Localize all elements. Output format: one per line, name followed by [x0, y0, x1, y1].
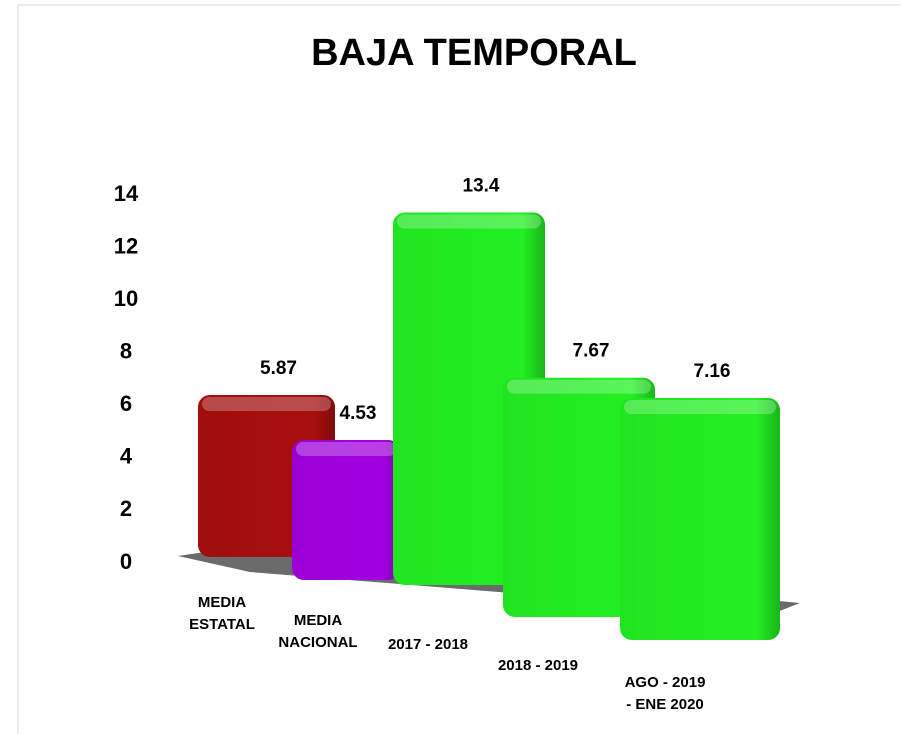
y-tick-label: 0: [120, 549, 132, 574]
bar-shade: [503, 377, 655, 617]
bar-top: [507, 379, 651, 394]
frame: [17, 4, 901, 734]
y-tick-label: 4: [120, 444, 133, 469]
x-tick-label: 2017 - 2018: [387, 636, 469, 653]
bar-top: [397, 214, 541, 229]
chart-title: BAJA TEMPORAL: [311, 32, 637, 74]
value-label: 7.67: [573, 341, 610, 362]
x-tick-label: AGO - 2019 - ENE 2020: [624, 674, 706, 713]
bar-top: [202, 396, 331, 411]
value-label: 5.87: [260, 358, 297, 379]
bar-top: [624, 399, 776, 414]
value-label: 4.53: [340, 403, 377, 424]
y-tick-label: 2: [120, 496, 132, 521]
bar-top: [296, 442, 396, 457]
y-tick-label: 8: [120, 339, 132, 364]
bar-shade: [292, 440, 400, 580]
x-tick-label: MEDIA ESTATAL: [189, 594, 255, 633]
y-tick-label: 12: [114, 233, 138, 258]
y-tick-label: 6: [120, 391, 132, 416]
value-label: 13.4: [463, 175, 500, 196]
y-tick-label: 14: [114, 181, 139, 206]
x-tick-label: 2018 - 2019: [497, 657, 579, 674]
y-tick-label: 10: [114, 286, 138, 311]
bar-shade: [620, 397, 780, 640]
x-tick-label: MEDIA NACIONAL: [278, 612, 358, 651]
value-label: 7.16: [694, 361, 731, 382]
